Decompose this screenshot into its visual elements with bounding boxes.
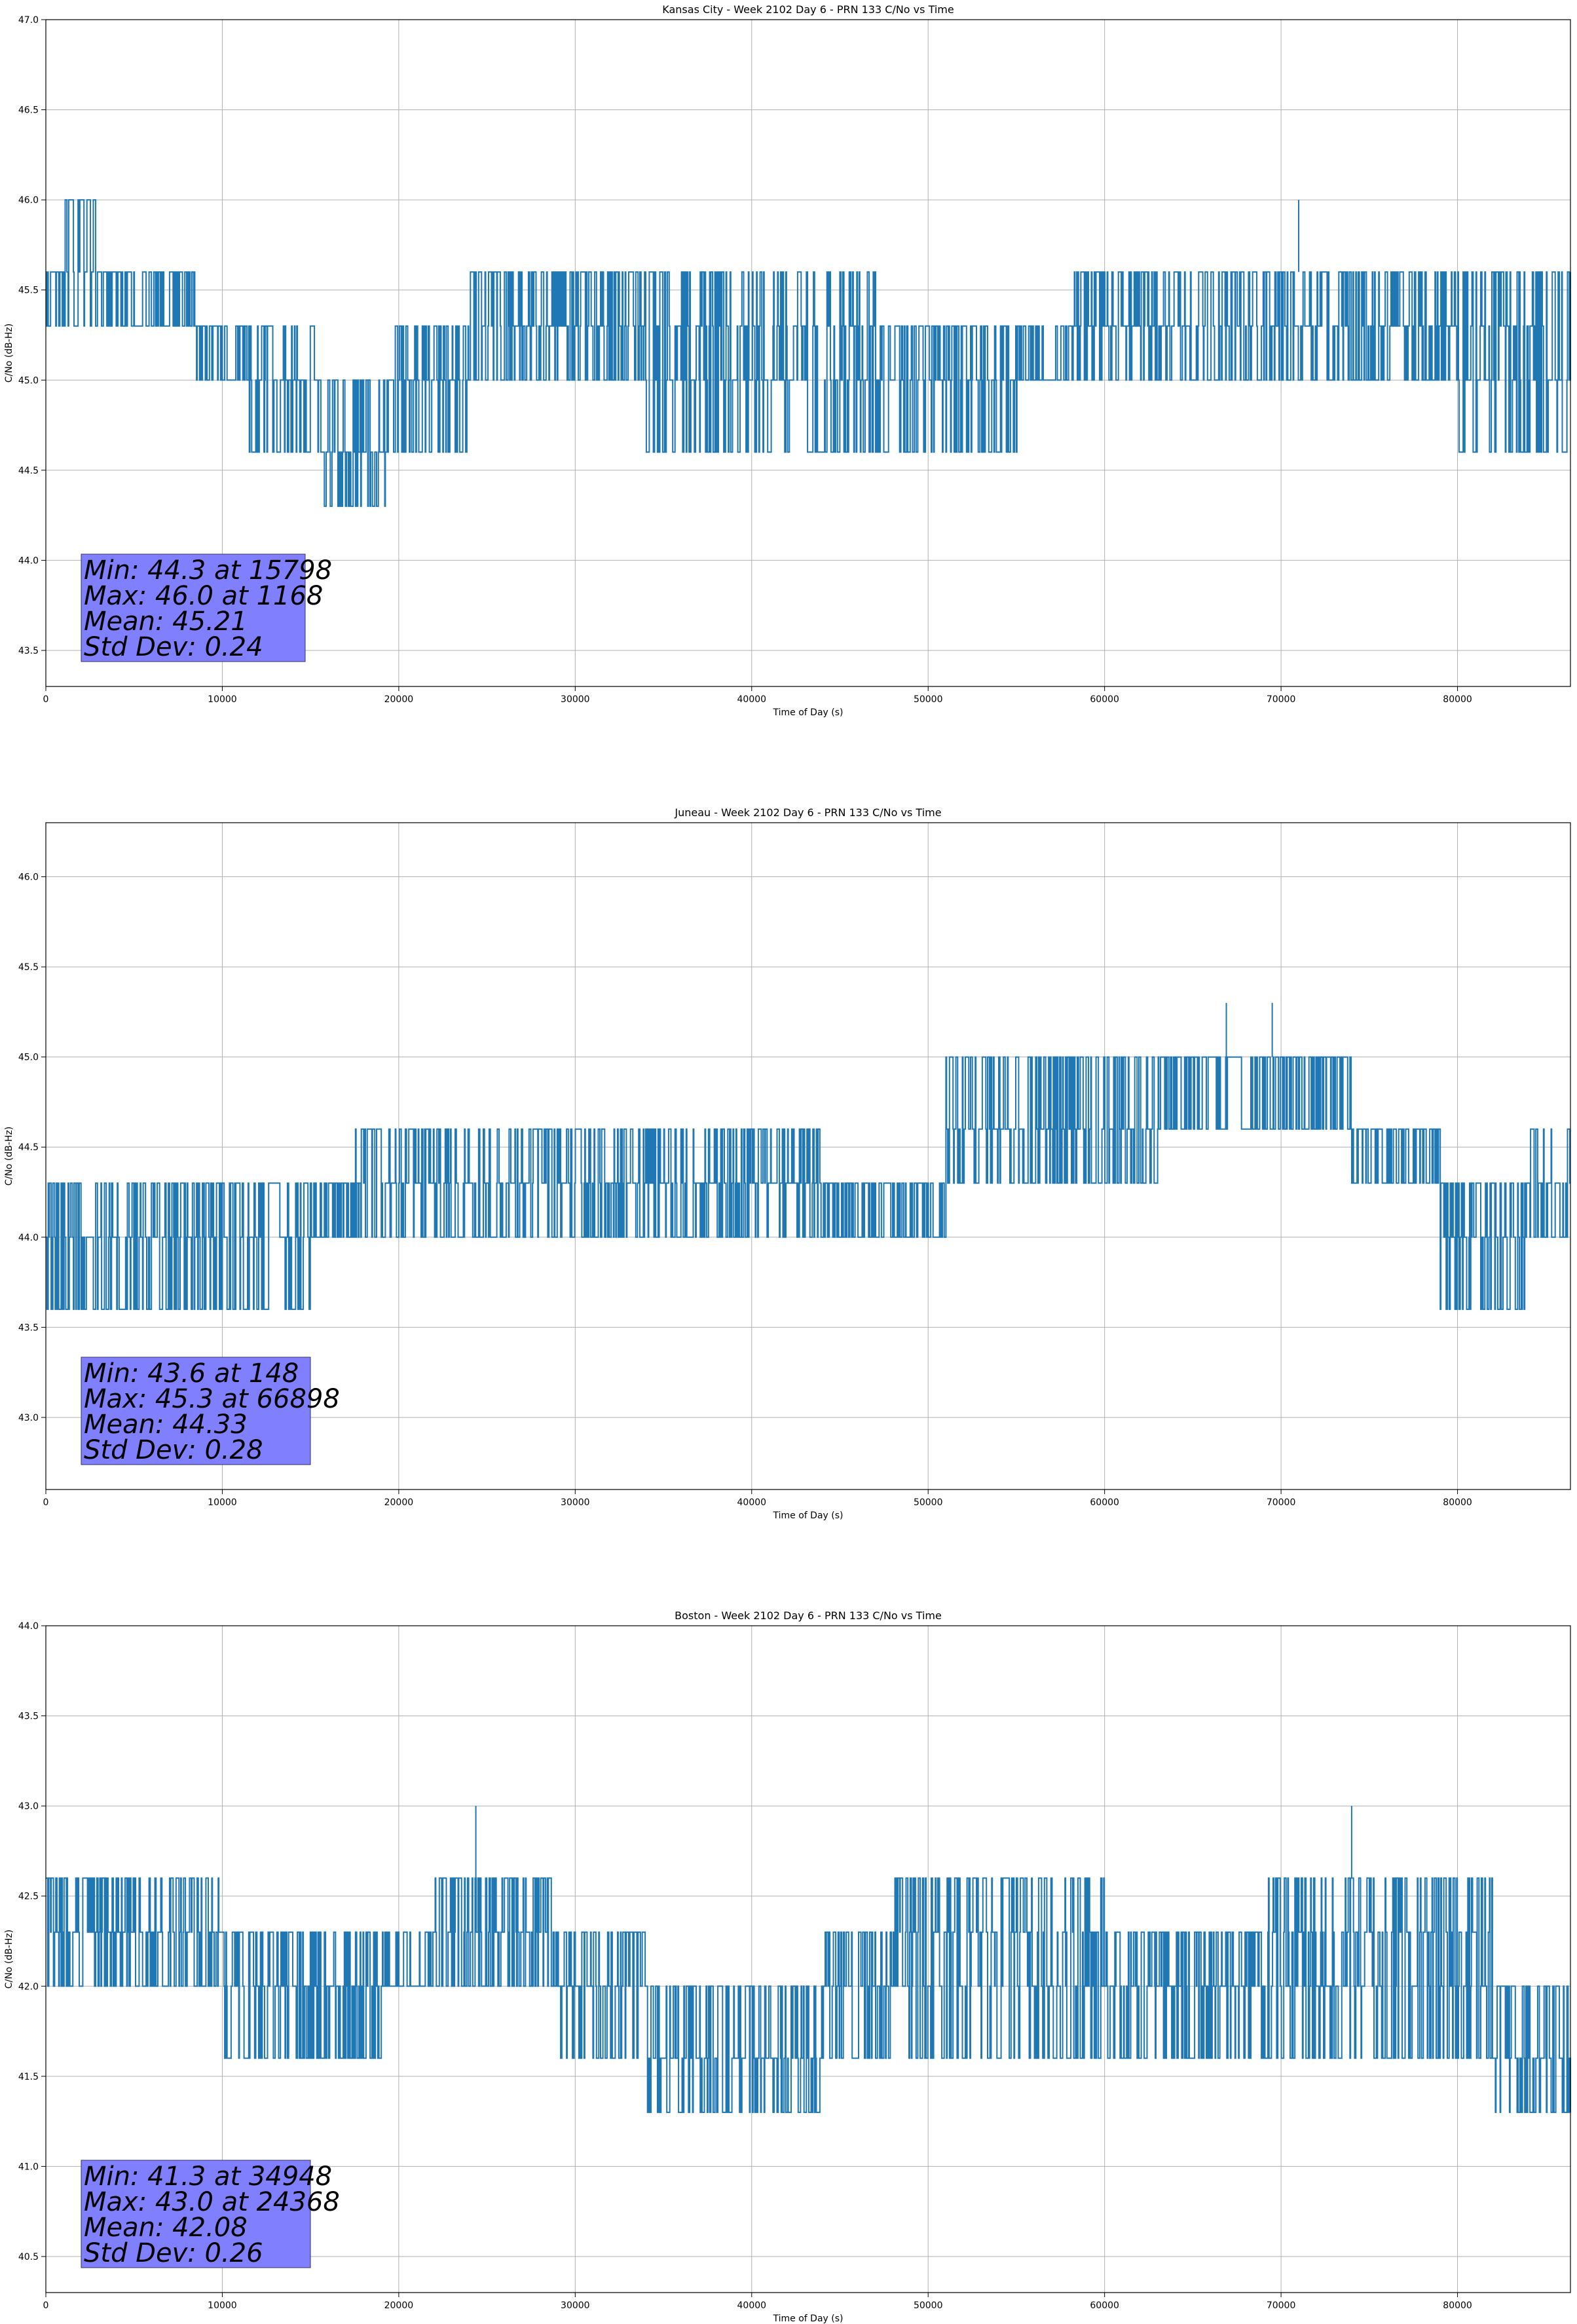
x-tick-label: 60000 bbox=[1090, 694, 1119, 705]
x-tick-label: 0 bbox=[43, 2300, 49, 2311]
x-tick-label: 80000 bbox=[1443, 1497, 1472, 1508]
y-tick-label: 43.0 bbox=[18, 1413, 39, 1423]
y-tick-label: 44.0 bbox=[18, 555, 39, 566]
y-tick-label: 43.0 bbox=[18, 1801, 39, 1812]
stats-box bbox=[81, 1357, 311, 1465]
y-tick-label: 42.0 bbox=[18, 1981, 39, 1992]
x-tick-label: 30000 bbox=[561, 694, 590, 705]
plot-frame bbox=[45, 1625, 1571, 2293]
chart-2: Juneau - Week 2102 Day 6 - PRN 133 C/No … bbox=[4, 806, 1571, 1521]
y-tick-label: 41.5 bbox=[18, 2072, 39, 2082]
x-tick-label: 60000 bbox=[1090, 2300, 1119, 2311]
x-tick-label: 80000 bbox=[1443, 2300, 1472, 2311]
stats-std: Std Dev: 0.26 bbox=[84, 2238, 263, 2268]
stats-std: Std Dev: 0.24 bbox=[84, 632, 263, 662]
stats-std: Std Dev: 0.28 bbox=[84, 1435, 263, 1465]
x-tick-label: 40000 bbox=[737, 2300, 767, 2311]
x-tick-label: 20000 bbox=[384, 694, 414, 705]
y-tick-label: 40.5 bbox=[18, 2252, 39, 2262]
y-tick-label: 46.5 bbox=[18, 105, 39, 116]
y-tick-label: 45.0 bbox=[18, 1053, 39, 1063]
y-axis-label: C/No (dB-Hz) bbox=[4, 324, 14, 383]
stats-mean: Mean: 44.33 bbox=[84, 1410, 248, 1440]
x-tick-label: 20000 bbox=[384, 1497, 414, 1508]
x-tick-label: 50000 bbox=[914, 2300, 943, 2311]
x-tick-label: 10000 bbox=[208, 1497, 237, 1508]
y-tick-label: 43.5 bbox=[18, 1322, 39, 1333]
plot-frame bbox=[45, 822, 1571, 1490]
y-tick-label: 45.0 bbox=[18, 375, 39, 386]
x-tick-label: 0 bbox=[43, 694, 49, 705]
x-tick-label: 50000 bbox=[914, 1497, 943, 1508]
stats-box bbox=[81, 2160, 311, 2268]
stats-box bbox=[81, 553, 306, 662]
x-tick-label: 70000 bbox=[1267, 1497, 1296, 1508]
x-tick-label: 40000 bbox=[737, 1497, 767, 1508]
stats-max: Max: 45.3 at 66898 bbox=[84, 1384, 340, 1414]
x-axis-label: Time of Day (s) bbox=[773, 2314, 844, 2324]
cno-series-line bbox=[46, 1877, 1571, 2113]
y-tick-label: 43.5 bbox=[18, 1712, 39, 1722]
stats-min: Min: 43.6 at 148 bbox=[84, 1359, 299, 1389]
x-tick-label: 30000 bbox=[561, 1497, 590, 1508]
x-tick-label: 20000 bbox=[384, 2300, 414, 2311]
x-tick-label: 70000 bbox=[1267, 694, 1296, 705]
stats-min: Min: 41.3 at 34948 bbox=[84, 2162, 332, 2192]
y-tick-label: 45.5 bbox=[18, 962, 39, 973]
x-tick-label: 10000 bbox=[208, 694, 237, 705]
stats-max: Max: 46.0 at 1168 bbox=[84, 581, 323, 611]
x-tick-label: 30000 bbox=[561, 2300, 590, 2311]
x-tick-label: 40000 bbox=[737, 694, 767, 705]
cno-series-line bbox=[45, 199, 1571, 507]
chart-3: Boston - Week 2102 Day 6 - PRN 133 C/No … bbox=[4, 1609, 1571, 2324]
y-tick-label: 41.0 bbox=[18, 2162, 39, 2172]
cno-series-line bbox=[46, 1056, 1571, 1310]
x-tick-label: 80000 bbox=[1443, 694, 1472, 705]
x-tick-label: 50000 bbox=[914, 694, 943, 705]
chart-title: Kansas City - Week 2102 Day 6 - PRN 133 … bbox=[662, 3, 954, 16]
y-tick-label: 46.0 bbox=[18, 195, 39, 206]
y-axis-label: C/No (dB-Hz) bbox=[4, 1930, 14, 1989]
y-tick-label: 44.5 bbox=[18, 1142, 39, 1153]
x-tick-label: 70000 bbox=[1267, 2300, 1296, 2311]
x-tick-label: 0 bbox=[43, 1497, 49, 1508]
chart-title: Boston - Week 2102 Day 6 - PRN 133 C/No … bbox=[675, 1609, 942, 1622]
x-axis-label: Time of Day (s) bbox=[773, 1510, 844, 1521]
x-tick-label: 10000 bbox=[208, 2300, 237, 2311]
stats-mean: Mean: 45.21 bbox=[84, 607, 248, 637]
plot-frame bbox=[45, 19, 1571, 687]
stats-max: Max: 43.0 at 24368 bbox=[84, 2187, 340, 2217]
x-tick-label: 60000 bbox=[1090, 1497, 1119, 1508]
y-tick-label: 46.0 bbox=[18, 872, 39, 883]
chart-1: Kansas City - Week 2102 Day 6 - PRN 133 … bbox=[4, 3, 1571, 718]
y-tick-label: 44.5 bbox=[18, 466, 39, 476]
stats-mean: Mean: 42.08 bbox=[84, 2213, 248, 2243]
chart-title: Juneau - Week 2102 Day 6 - PRN 133 C/No … bbox=[674, 806, 941, 819]
stats-min: Min: 44.3 at 15798 bbox=[84, 555, 332, 586]
y-tick-label: 45.5 bbox=[18, 286, 39, 296]
y-axis-label: C/No (dB-Hz) bbox=[4, 1127, 14, 1186]
y-tick-label: 47.0 bbox=[18, 15, 39, 26]
x-axis-label: Time of Day (s) bbox=[773, 707, 844, 718]
y-tick-label: 43.5 bbox=[18, 646, 39, 656]
y-tick-label: 42.5 bbox=[18, 1892, 39, 1902]
y-tick-label: 44.0 bbox=[18, 1621, 39, 1632]
y-tick-label: 44.0 bbox=[18, 1233, 39, 1243]
